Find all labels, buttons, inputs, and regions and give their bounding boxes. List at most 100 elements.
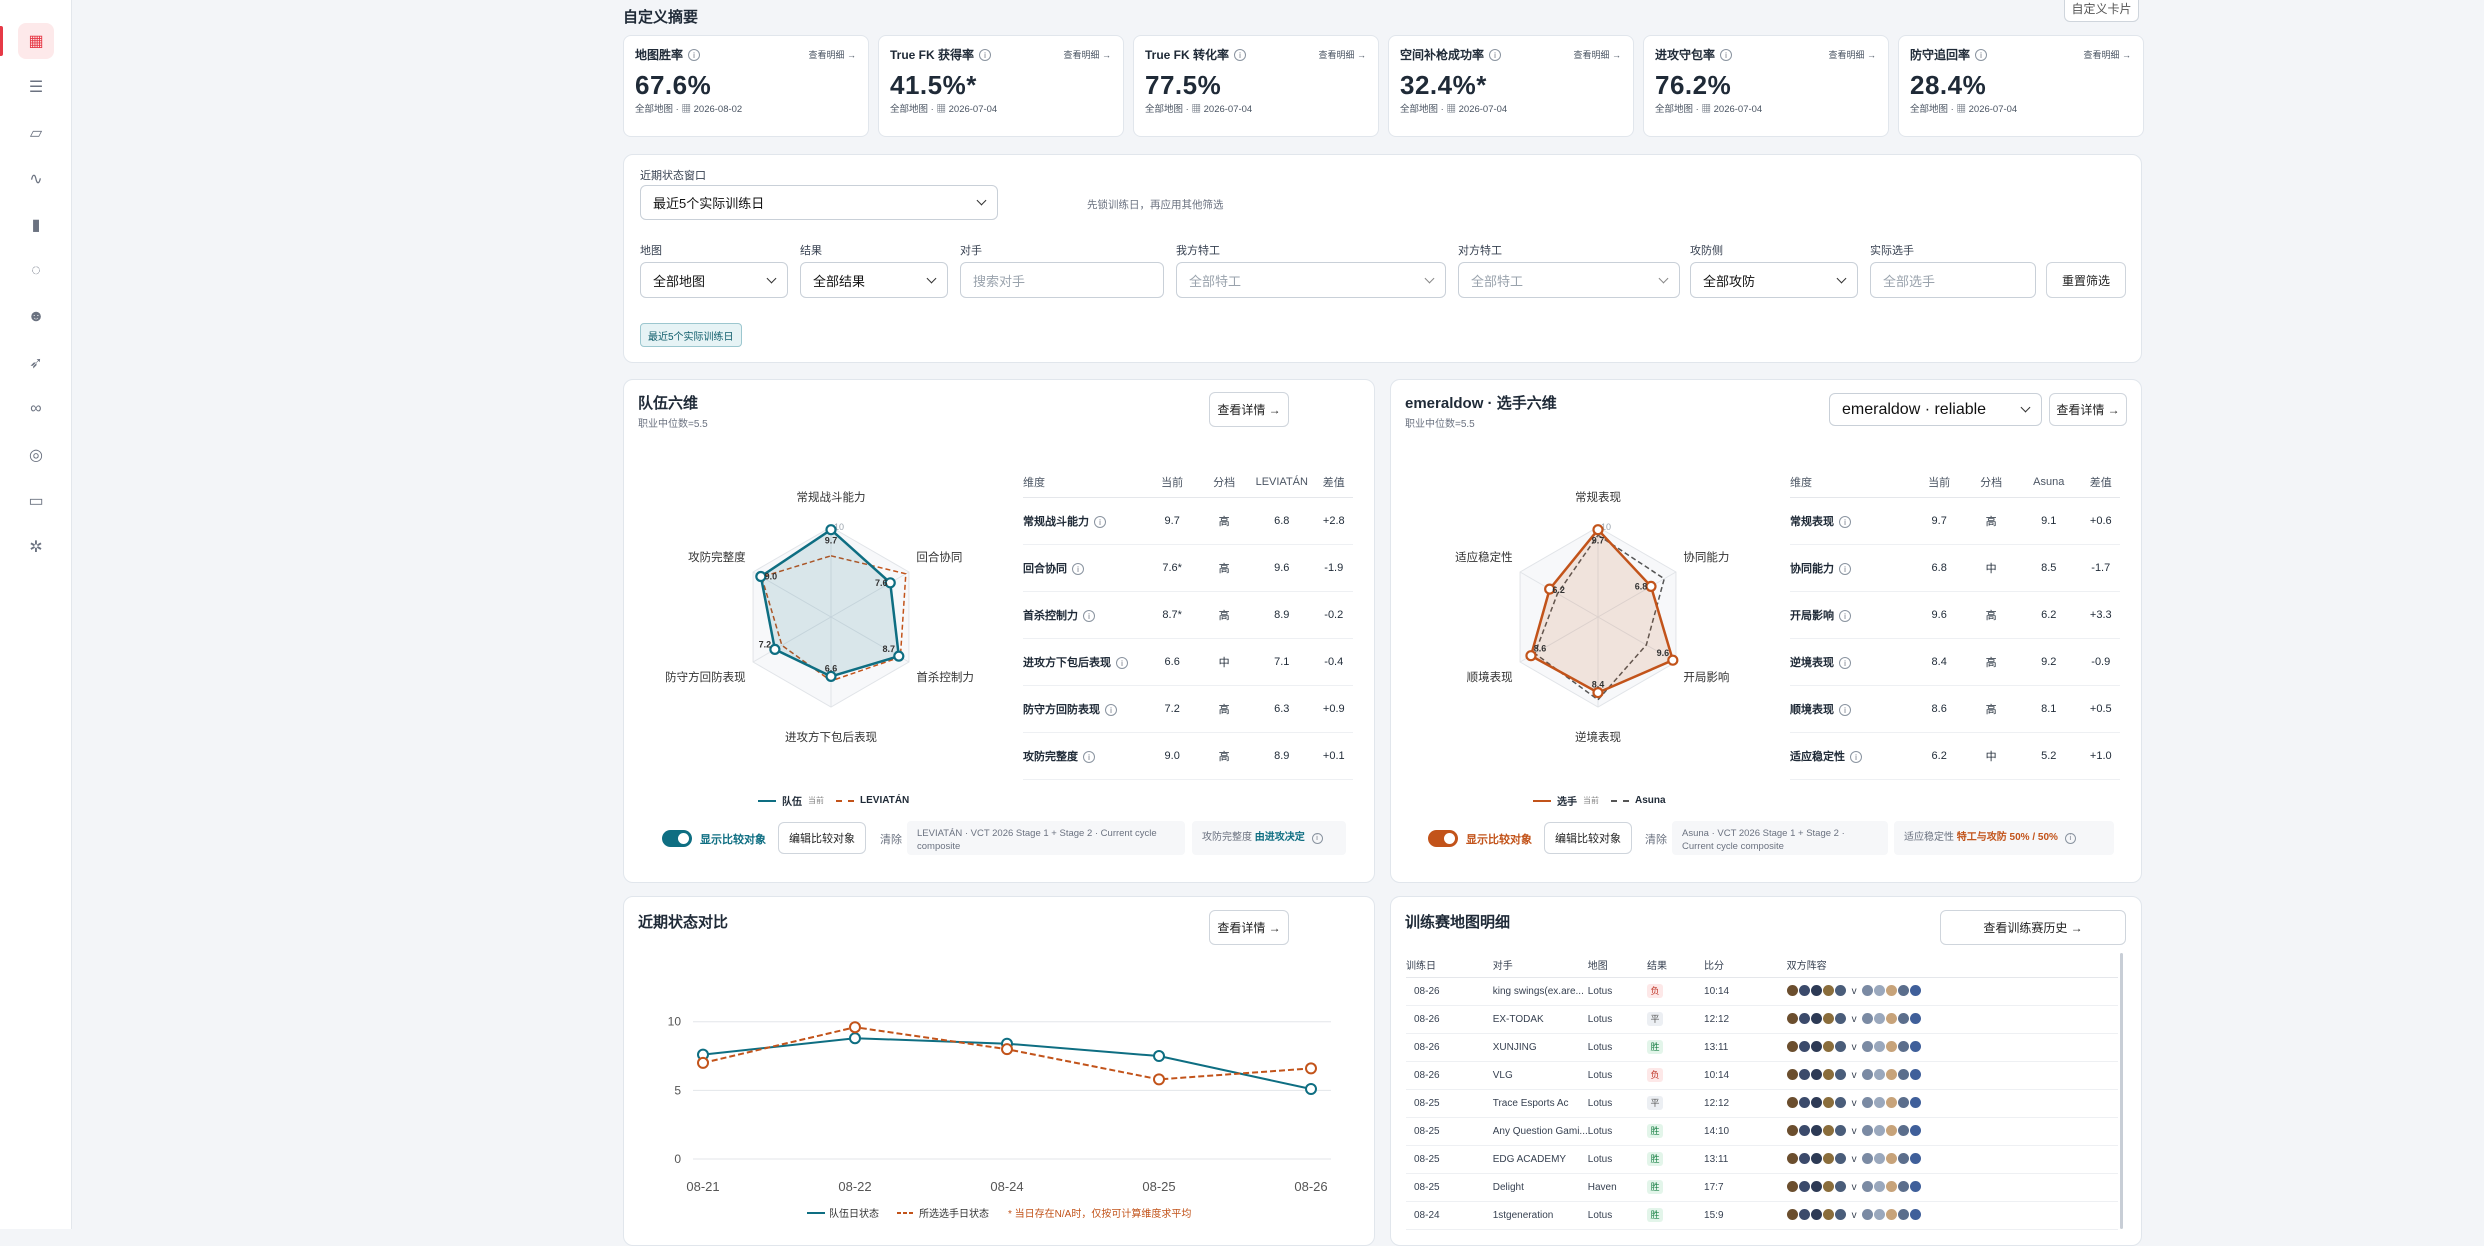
team-compare-toggle[interactable] (662, 830, 692, 847)
match-lineups: v (1786, 1201, 2118, 1230)
info-icon[interactable]: i (1839, 515, 1851, 528)
agent-avatar-icon (1909, 1097, 1921, 1108)
legend-note: * 当日存在N/A时，仅按可计算维度求平均 (1008, 1207, 1191, 1220)
match-row[interactable]: 08-25 EDG ACADEMY Lotus 胜 13:11 v (1406, 1145, 2118, 1174)
info-icon[interactable]: i (1839, 703, 1851, 716)
match-row[interactable]: 08-26 EX-TODAK Lotus 平 12:12 v (1406, 1005, 2118, 1034)
match-result: 胜 (1647, 1117, 1705, 1146)
kpi-card: True FK 转化率 i 查看明细 → 77.5% 全部地图 · ▦ 2026-… (1133, 35, 1379, 137)
match-row[interactable]: 08-25 Trace Esports Ac Lotus 平 12:12 v (1406, 1089, 2118, 1118)
opponent-input[interactable]: 搜索对手 (960, 262, 1164, 298)
team-icon[interactable]: ☻ (27, 308, 45, 325)
match-history-button[interactable]: 查看训练赛历史 → (1940, 910, 2126, 945)
player-compare-toggle[interactable] (1428, 830, 1458, 847)
team-radar-title: 队伍六维 (638, 395, 699, 412)
match-row[interactable]: 08-26 VLG Lotus 负 10:14 v (1406, 1061, 2118, 1090)
side-select[interactable]: 全部攻防 (1690, 262, 1858, 298)
enemy-agents-select[interactable]: 全部特工 (1458, 262, 1680, 298)
match-row[interactable]: 08-26 king swings(ex.are... Lotus 负 10:1… (1406, 977, 2118, 1006)
info-icon[interactable]: i (2064, 833, 2076, 844)
team-details-button[interactable]: 查看详情 → (1209, 392, 1289, 427)
info-icon[interactable]: i (1234, 49, 1247, 61)
activity-icon[interactable]: ∿ (29, 171, 43, 188)
dimension-name: 开局影响 i (1790, 591, 1913, 639)
map-icon[interactable]: ▱ (29, 125, 43, 142)
match-score: 12:12 (1704, 1089, 1787, 1118)
info-icon[interactable]: i (1072, 562, 1084, 575)
dimension-name: 攻防完整度 i (1023, 732, 1146, 780)
info-icon[interactable]: i (688, 49, 701, 61)
agent-avatar-icon (1822, 1041, 1834, 1052)
list-icon[interactable]: ☰ (28, 79, 44, 96)
team-clear-link[interactable]: 清除 (880, 834, 902, 846)
dimension-label: 防守方回防表现 (1023, 703, 1100, 716)
info-icon[interactable]: i (1720, 49, 1733, 61)
kpi-more-link[interactable]: 查看明细 → (2083, 50, 2131, 60)
player-select[interactable]: emeraldow · reliable (1829, 393, 2042, 426)
match-row[interactable]: 08-24 1stgeneration Lotus 胜 15:9 v (1406, 1201, 2118, 1230)
agent-avatar-icon (1834, 1069, 1846, 1080)
kpi-card: True FK 获得率 i 查看明细 → 41.5%* 全部地图 · ▦ 2026… (878, 35, 1124, 137)
result-select[interactable]: 全部结果 (800, 262, 948, 298)
kpi-more-link[interactable]: 查看明细 → (1063, 50, 1111, 60)
rocket-icon[interactable]: ➶ (29, 355, 43, 372)
bar-chart-icon[interactable]: ▮ (31, 217, 41, 234)
radar-point-label: 6.2 (1552, 585, 1565, 595)
presentation-icon[interactable]: ▭ (28, 493, 44, 510)
player-radar-subtitle: 职业中位数=5.5 (1405, 419, 1475, 430)
dashboard-icon[interactable]: ▦ (18, 23, 54, 59)
player-clear-link[interactable]: 清除 (1645, 834, 1667, 846)
player-details-button[interactable]: 查看详情 → (2049, 393, 2127, 426)
info-icon[interactable]: i (1105, 703, 1117, 716)
team-dimension-table: 维度 当前 分档 LEVIATÁN 差值 常规战斗能力 i 9.7 高 6.8 +2.8 … (1023, 467, 1353, 780)
team-edit-compare-button[interactable]: 编辑比较对象 (778, 822, 866, 854)
info-icon[interactable]: i (1839, 609, 1851, 622)
match-row[interactable]: 08-26 XUNJING Lotus 胜 13:11 v (1406, 1033, 2118, 1062)
player-input[interactable]: 全部选手 (1870, 262, 2036, 298)
active-filter-chip[interactable]: 最近5个实际训练日 (640, 323, 742, 347)
kpi-more-link[interactable]: 查看明细 → (1318, 50, 1366, 60)
dimension-label: 进攻方下包后表现 (1023, 656, 1111, 669)
info-icon[interactable]: i (1083, 750, 1095, 763)
info-icon[interactable]: i (1850, 750, 1862, 763)
info-icon[interactable]: i (1116, 656, 1128, 669)
info-icon[interactable]: i (1311, 833, 1323, 844)
match-scrollbar[interactable] (2120, 953, 2123, 1229)
table-row: 进攻方下包后表现 i 6.6 中 7.1 -0.4 (1023, 638, 1353, 686)
info-icon[interactable]: i (1083, 609, 1095, 622)
vs-label: v (1851, 1210, 1857, 1221)
column-header: 分档 (1966, 467, 2016, 498)
binoculars-icon[interactable]: ∞ (30, 400, 42, 417)
lightbulb-icon[interactable]: ◌ (31, 262, 41, 279)
match-row[interactable]: 08-25 Delight Haven 胜 17:7 v (1406, 1173, 2118, 1202)
kpi-label: True FK 获得率 i (890, 46, 992, 63)
compare-value: 7.1 (1249, 638, 1315, 686)
our-agents-select[interactable]: 全部特工 (1176, 262, 1446, 298)
kpi-more-link[interactable]: 查看明细 → (808, 50, 856, 60)
kpi-label: 进攻守包率 i (1655, 46, 1733, 63)
settings-icon[interactable]: ✲ (29, 539, 43, 556)
team-toggle-label[interactable]: 显示比较对象 (700, 834, 766, 846)
player-edit-compare-button[interactable]: 编辑比较对象 (1544, 822, 1632, 854)
kpi-more-link[interactable]: 查看明细 → (1573, 50, 1621, 60)
info-icon[interactable]: i (1489, 49, 1502, 61)
info-icon[interactable]: i (979, 49, 992, 61)
target-icon[interactable]: ◎ (29, 447, 43, 464)
map-select[interactable]: 全部地图 (640, 262, 788, 298)
match-row[interactable]: 08-25 Any Question Gami... Lotus 胜 14:10… (1406, 1117, 2118, 1146)
vs-label: v (1851, 1042, 1857, 1053)
reset-filters-button[interactable]: 重置筛选 (2046, 262, 2126, 298)
x-tick-label: 08-21 (686, 1179, 719, 1194)
trend-details-button[interactable]: 查看详情 → (1209, 910, 1289, 945)
info-icon[interactable]: i (1094, 515, 1106, 528)
table-header-row: 维度 当前 分档 Asuna 差值 (1790, 467, 2120, 498)
kpi-more-link[interactable]: 查看明细 → (1828, 50, 1876, 60)
custom-card-button[interactable]: 自定义卡片 (2064, 0, 2139, 22)
result-badge: 平 (1647, 1012, 1664, 1026)
window-select[interactable]: 最近5个实际训练日 (640, 185, 998, 220)
info-icon[interactable]: i (1839, 656, 1851, 669)
info-icon[interactable]: i (1975, 49, 1988, 61)
chevron-down-icon (976, 195, 987, 206)
player-toggle-label[interactable]: 显示比较对象 (1466, 834, 1532, 846)
info-icon[interactable]: i (1839, 562, 1851, 575)
